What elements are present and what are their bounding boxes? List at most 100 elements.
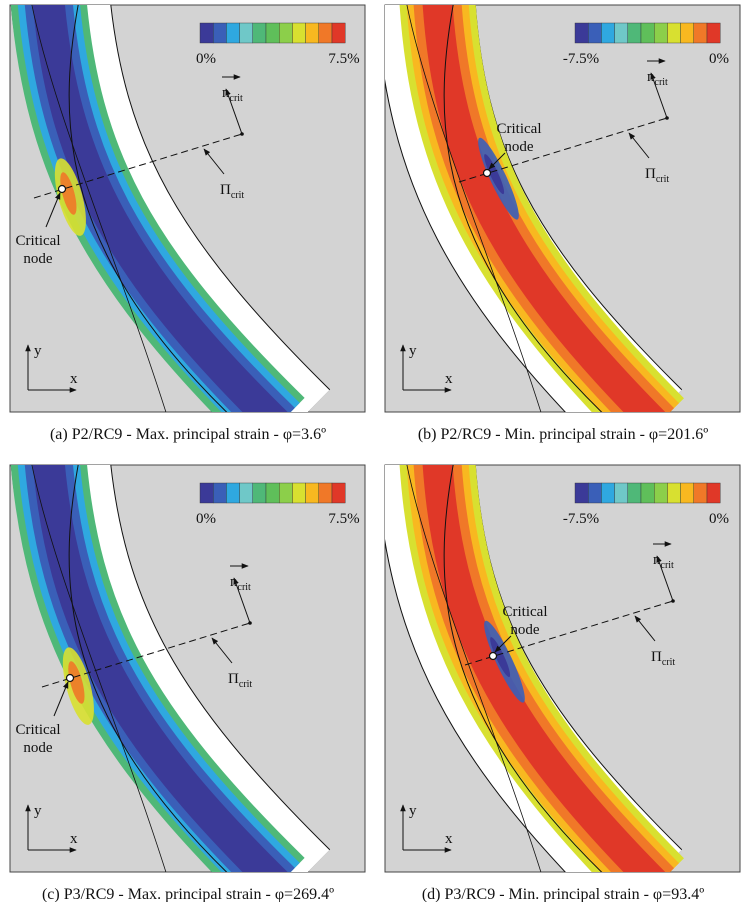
node-label: node xyxy=(504,139,534,155)
colorbar-swatch xyxy=(654,482,668,504)
plane-symbol: Π xyxy=(651,649,662,665)
normal-arrow xyxy=(225,88,243,135)
colorbar-swatch xyxy=(654,22,668,44)
node-label: Critical xyxy=(503,604,548,620)
normal-subscript: crit xyxy=(230,93,244,104)
colorbar-swatch xyxy=(331,482,346,504)
element-edge xyxy=(31,465,167,872)
colorbar-swatch xyxy=(587,22,602,44)
normal-label: ncrit xyxy=(230,574,251,593)
plane-arrow xyxy=(203,148,225,175)
contour-band xyxy=(422,465,666,872)
colorbar-swatch xyxy=(226,22,240,44)
caption: (a) P2/RC9 - Max. principal strain - φ=3… xyxy=(50,426,326,443)
colorbar-swatch xyxy=(199,482,214,504)
colorbar-swatch xyxy=(614,482,629,504)
node-arrow xyxy=(488,152,506,170)
colorbar-swatch xyxy=(318,482,333,504)
critical-plane xyxy=(41,622,251,688)
element-edge xyxy=(31,5,167,412)
colorbar-swatch xyxy=(279,22,293,44)
colorbar-swatch xyxy=(239,482,254,504)
y-axis-label: y xyxy=(409,803,417,819)
plane-label: Πcrit xyxy=(220,182,244,201)
normal-symbol: n xyxy=(653,552,661,568)
colorbar-swatch xyxy=(331,22,346,44)
plane-symbol: Π xyxy=(645,166,656,182)
plane-point xyxy=(665,116,669,120)
colorbar-swatch xyxy=(252,482,267,504)
plane-arrow xyxy=(628,132,650,159)
colorbar-swatch xyxy=(318,22,333,44)
contour-band xyxy=(32,465,288,872)
normal-symbol: n xyxy=(230,574,238,590)
colorbar-min-label: 0% xyxy=(196,511,216,527)
caption: (b) P2/RC9 - Min. principal strain - φ=2… xyxy=(418,426,708,443)
node-label: node xyxy=(510,622,540,638)
colorbar-min-label: -7.5% xyxy=(563,51,599,67)
plane-label: Πcrit xyxy=(228,671,252,690)
node-arrow xyxy=(45,192,61,228)
node-label: Critical xyxy=(16,233,61,249)
colorbar-min-label: 0% xyxy=(196,51,216,67)
node-label: node xyxy=(23,251,53,267)
colorbar-swatch xyxy=(226,482,240,504)
colorbar-swatch xyxy=(680,482,695,504)
colorbar-swatch xyxy=(199,22,214,44)
node-label: node xyxy=(23,740,53,756)
normal-symbol: n xyxy=(222,85,230,101)
hot-spot xyxy=(68,661,85,704)
y-axis-label: y xyxy=(34,803,42,819)
element-edge xyxy=(443,465,603,872)
x-axis-label: x xyxy=(445,831,453,847)
y-axis-label: y xyxy=(34,343,42,359)
critical-plane xyxy=(458,117,668,183)
normal-symbol: n xyxy=(647,69,655,85)
colorbar-max-label: 0% xyxy=(709,511,729,527)
contour-band xyxy=(422,5,666,412)
colorbar-swatch xyxy=(640,482,655,504)
x-axis-label: x xyxy=(70,831,78,847)
y-axis-label: y xyxy=(409,343,417,359)
plane-symbol: Π xyxy=(220,182,231,198)
normal-arrow xyxy=(650,72,668,119)
colorbar-swatch xyxy=(601,482,615,504)
normal-arrow xyxy=(233,577,251,624)
plane-subscript: crit xyxy=(231,190,245,201)
colorbar-swatch xyxy=(601,22,615,44)
colorbar-swatch xyxy=(587,482,602,504)
colorbar-swatch xyxy=(627,482,642,504)
colorbar-swatch xyxy=(305,22,320,44)
plane-arrow xyxy=(634,615,656,642)
colorbar-swatch xyxy=(239,22,254,44)
colorbar-swatch xyxy=(265,22,280,44)
colorbar-swatch xyxy=(627,22,642,44)
normal-subscript: crit xyxy=(655,77,669,88)
colorbar-max-label: 7.5% xyxy=(328,511,359,527)
colorbar-swatch xyxy=(667,482,681,504)
colorbar-swatch xyxy=(693,482,708,504)
colorbar-swatch xyxy=(279,482,293,504)
contour-plot xyxy=(385,465,684,872)
normal-label: ncrit xyxy=(647,69,668,88)
node-arrow xyxy=(53,681,69,717)
colorbar-swatch xyxy=(292,22,306,44)
colorbar-max-label: 7.5% xyxy=(328,51,359,67)
colorbar-swatch xyxy=(693,22,708,44)
caption: (d) P3/RC9 - Min. principal strain - φ=9… xyxy=(422,886,704,902)
critical-plane xyxy=(33,133,243,199)
colorbar-swatch xyxy=(706,482,721,504)
contour-plot xyxy=(10,465,331,872)
node-label: Critical xyxy=(497,121,542,137)
normal-subscript: crit xyxy=(661,560,675,571)
plane-point xyxy=(671,599,675,603)
normal-label: ncrit xyxy=(222,85,243,104)
critical-node xyxy=(65,673,75,683)
caption: (c) P3/RC9 - Max. principal strain - φ=2… xyxy=(42,886,334,902)
critical-plane xyxy=(464,600,674,666)
colorbar-swatch xyxy=(265,482,280,504)
